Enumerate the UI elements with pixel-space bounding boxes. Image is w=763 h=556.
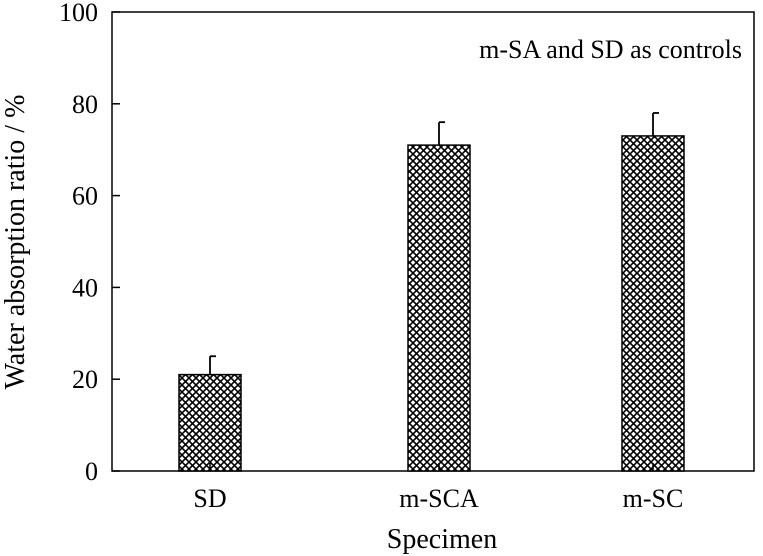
y-tick-label: 40 xyxy=(72,273,98,302)
y-tick-label: 0 xyxy=(85,457,98,486)
bar-SD xyxy=(178,373,242,472)
x-tick-label-m-SCA: m-SCA xyxy=(399,484,479,513)
y-tick-label: 80 xyxy=(72,90,98,119)
x-tick-label-SD: SD xyxy=(193,484,226,513)
y-axis-ticks: 0 20 40 60 80 100 xyxy=(59,0,120,486)
x-axis-title: Specimen xyxy=(387,524,497,555)
bars xyxy=(178,112,685,472)
y-tick-label: 60 xyxy=(72,182,98,211)
bar-m-SC xyxy=(621,135,685,472)
y-axis-title: Water absorption ratio / % xyxy=(0,95,31,390)
y-tick-label: 100 xyxy=(59,0,98,27)
bar-m-SCA xyxy=(407,144,471,472)
chart-annotation: m-SA and SD as controls xyxy=(479,35,742,64)
x-tick-label-m-SC: m-SC xyxy=(623,484,684,513)
y-tick-label: 20 xyxy=(72,365,98,394)
x-axis-ticks: SD m-SCA m-SC xyxy=(193,463,683,513)
